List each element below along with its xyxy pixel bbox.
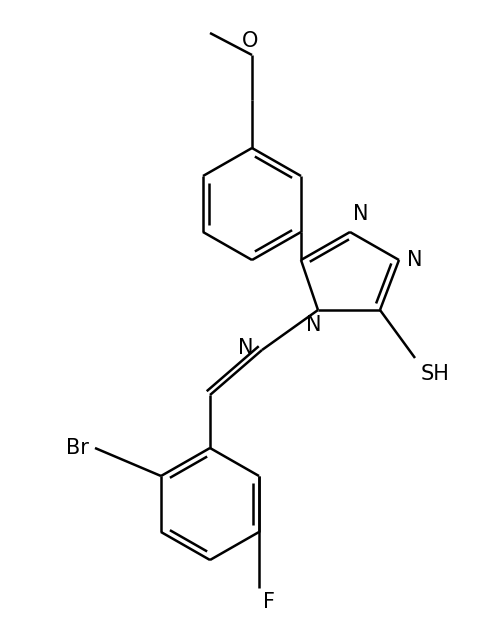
Text: N: N: [305, 315, 321, 335]
Text: SH: SH: [420, 364, 449, 384]
Text: N: N: [406, 250, 422, 270]
Text: Br: Br: [66, 438, 89, 458]
Text: N: N: [352, 204, 368, 224]
Text: F: F: [263, 592, 274, 612]
Text: N: N: [238, 338, 253, 358]
Text: O: O: [242, 31, 258, 51]
